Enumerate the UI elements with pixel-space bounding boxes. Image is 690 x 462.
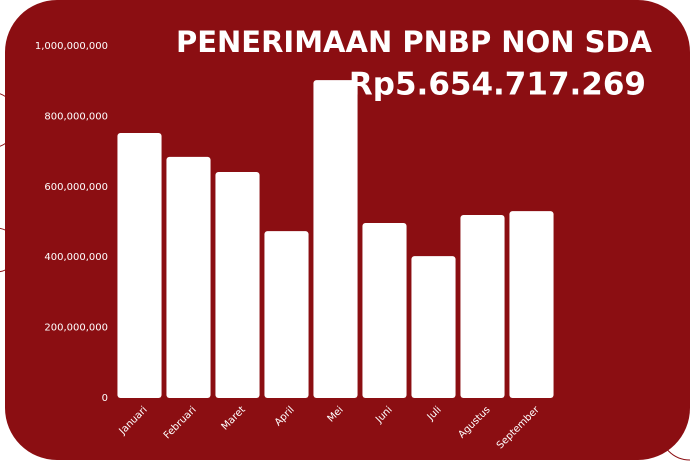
y-tick-label: 1,000,000,000: [35, 41, 108, 52]
bar: [509, 211, 554, 398]
bar: [117, 132, 162, 398]
y-tick-label: 800,000,000: [44, 111, 108, 122]
bar: [460, 214, 505, 398]
y-tick-label: 600,000,000: [44, 182, 108, 193]
bar: [215, 172, 260, 398]
bar: [264, 231, 309, 398]
bar: [362, 223, 407, 398]
y-tick-label: 200,000,000: [44, 323, 108, 334]
bar: [313, 80, 358, 399]
y-tick-label: 400,000,000: [44, 252, 108, 263]
bar: [166, 156, 211, 398]
chart-title: PENERIMAAN PNBP NON SDA: [176, 25, 653, 59]
chart-subtitle: Rp5.654.717.269: [349, 67, 646, 103]
bar: [411, 256, 456, 398]
y-tick-label: 0: [102, 393, 108, 404]
